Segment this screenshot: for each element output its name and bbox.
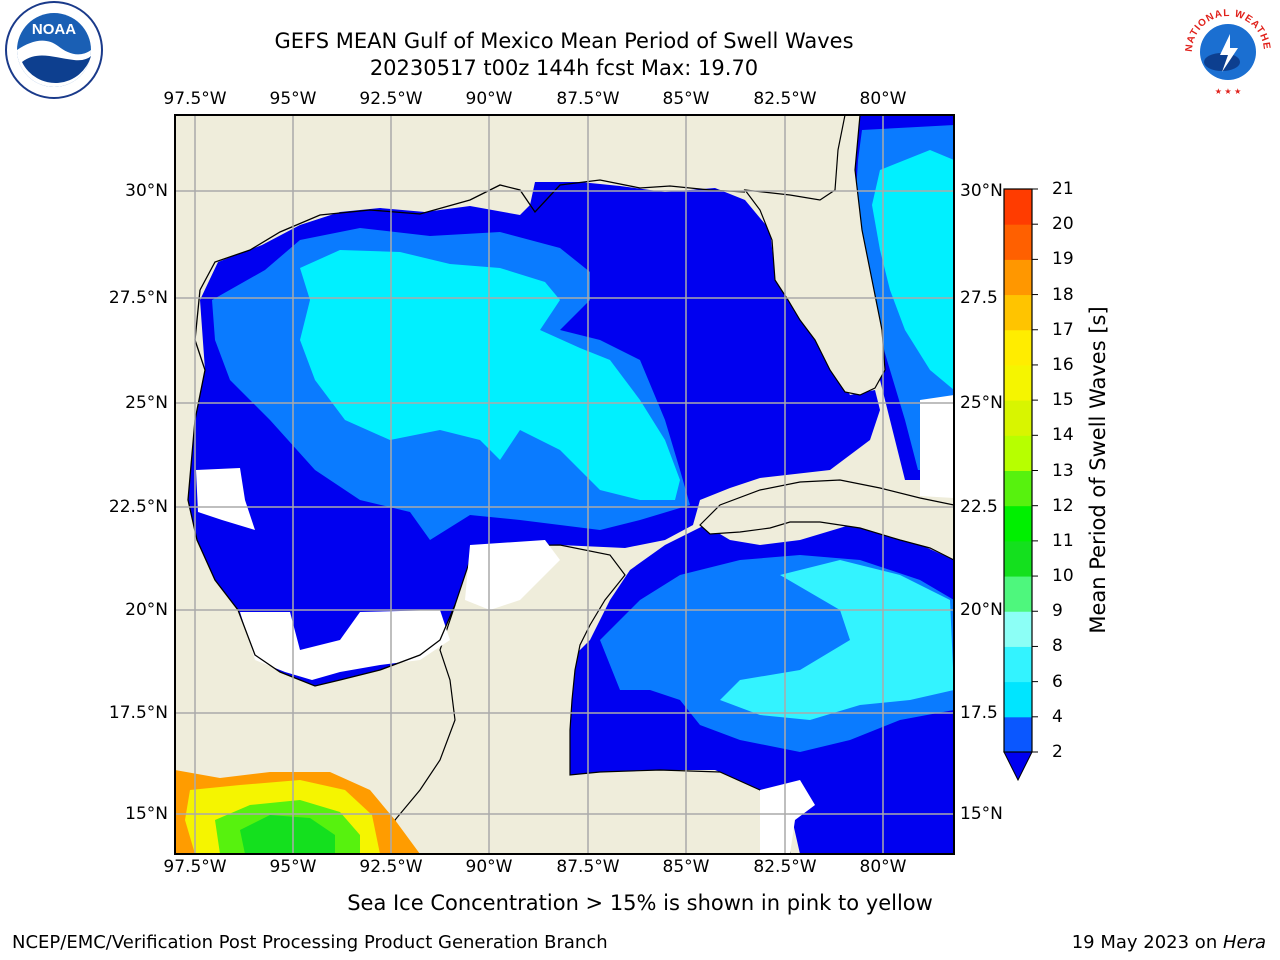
colorbar-tick-label: 18 (1052, 284, 1074, 305)
cuba-land (699, 479, 954, 561)
lon-tick-top: 90°W (465, 89, 513, 109)
nws-logo: NATIONAL WEATHER SERVICE ★ ★ ★ (1178, 0, 1274, 96)
graticule (175, 115, 954, 854)
colorbar-segment (1004, 259, 1032, 296)
lon-tick-bottom: 85°W (662, 857, 710, 877)
lon-tick-top: 87.5°W (556, 89, 620, 109)
colorbar-tick-label: 8 (1052, 636, 1063, 657)
atlantic-cyan-band (872, 150, 954, 390)
lat-tick-left: 30°N (125, 181, 168, 201)
florida-land (743, 115, 886, 396)
colorbar (1003, 188, 1038, 782)
colorbar-segment (1004, 294, 1032, 331)
colorbar-segment (1004, 646, 1032, 683)
lon-tick-bottom: 80°W (859, 857, 907, 877)
colorbar-tick-label: 4 (1052, 706, 1063, 727)
gulf-coastline (199, 179, 746, 291)
lon-tick-top: 85°W (662, 89, 710, 109)
lon-tick-bottom: 87.5°W (556, 857, 620, 877)
colorbar-segment (1004, 224, 1032, 260)
colorbar-segment (1004, 716, 1032, 753)
colorbar-segment (1004, 505, 1032, 542)
colorbar-segment (1004, 189, 1032, 225)
yucatan-land (394, 544, 791, 854)
caribbean-cyan-band (720, 560, 954, 720)
lat-tick-right: 15°N (960, 804, 1003, 824)
colorbar-segment (1004, 435, 1032, 471)
gulf-cyan-band (300, 250, 680, 500)
colorbar-tick-label: 21 (1052, 179, 1074, 199)
lat-tick-right: 22.5 (960, 497, 998, 517)
colorbar-tick-label: 13 (1052, 460, 1074, 481)
footer-date-text: 19 May 2023 on (1071, 932, 1223, 953)
colorbar-tick-label: 17 (1052, 319, 1074, 340)
colorbar-tick-label: 9 (1052, 601, 1063, 622)
sea-ice-caption: Sea Ice Concentration > 15% is shown in … (347, 891, 933, 915)
lon-tick-bottom: 95°W (269, 857, 317, 877)
colorbar-segment (1004, 540, 1032, 577)
lat-tick-right: 17.5 (960, 703, 998, 723)
colorbar-segment (1004, 329, 1032, 366)
colorbar-tick-label: 19 (1052, 249, 1074, 270)
colorbar-tick-label: 12 (1052, 495, 1074, 516)
colorbar-tick-label: 16 (1052, 354, 1074, 375)
colorbar-segment (1004, 681, 1032, 718)
lat-tick-left: 25°N (125, 393, 168, 413)
colorbar-segment (1004, 470, 1032, 507)
lon-tick-top: 80°W (859, 89, 907, 109)
no-data-zone (920, 395, 954, 498)
colorbar-tick-label: 14 (1052, 425, 1074, 446)
lat-tick-left: 22.5°N (108, 497, 168, 517)
lat-tick-right: 20°N (960, 600, 1003, 620)
no-data-zone (760, 780, 815, 854)
lon-tick-top: 92.5°W (359, 89, 423, 109)
lon-tick-bottom: 90°W (465, 857, 513, 877)
svg-text:★ ★ ★: ★ ★ ★ (1215, 87, 1242, 96)
no-data-zone (196, 468, 255, 530)
mexico-coastline (187, 289, 456, 687)
footer-credit: NCEP/EMC/Verification Post Processing Pr… (12, 932, 608, 953)
noaa-logo: NOAA (5, 1, 103, 99)
colorbar-extend-arrow (1003, 751, 1033, 782)
lat-tick-left: 17.5°N (108, 703, 168, 723)
noaa-logo-text: NOAA (32, 21, 76, 38)
lat-tick-left: 27.5°N (108, 288, 168, 308)
chart-title: GEFS MEAN Gulf of Mexico Mean Period of … (274, 29, 854, 53)
lon-tick-top: 97.5°W (163, 89, 227, 109)
colorbar-segment (1004, 611, 1032, 647)
colorbar-segment (1004, 400, 1032, 436)
colorbar-segment (1004, 576, 1032, 612)
lat-tick-right: 25°N (960, 393, 1003, 413)
lat-tick-left: 15°N (125, 804, 168, 824)
colorbar-tick-label: 20 (1052, 214, 1074, 235)
colorbar-tick-label: 10 (1052, 566, 1074, 587)
lon-tick-top: 95°W (269, 89, 317, 109)
footer-date: 19 May 2023 on Hera (1072, 932, 1266, 953)
lat-tick-right: 30°N (960, 181, 1003, 201)
colorbar-label: Mean Period of Swell Waves [s] (1086, 306, 1110, 634)
lon-tick-bottom: 97.5°W (163, 857, 227, 877)
map-frame (174, 114, 955, 855)
colorbar-tick-label: 2 (1052, 742, 1063, 762)
footer-host: Hera (1222, 932, 1266, 953)
lat-tick-right: 27.5 (960, 288, 998, 308)
lat-tick-left: 20°N (125, 600, 168, 620)
chart-subtitle: 20230517 t00z 144h fcst Max: 19.70 (369, 56, 759, 80)
lon-tick-bottom: 82.5°W (753, 857, 817, 877)
lon-tick-top: 82.5°W (753, 89, 817, 109)
lon-tick-bottom: 92.5°W (359, 857, 423, 877)
colorbar-tick-label: 11 (1052, 530, 1074, 551)
colorbar-tick-label: 6 (1052, 671, 1063, 692)
pacific-core (240, 815, 335, 854)
colorbar-segment (1004, 364, 1032, 401)
colorbar-tick-label: 15 (1052, 390, 1074, 411)
